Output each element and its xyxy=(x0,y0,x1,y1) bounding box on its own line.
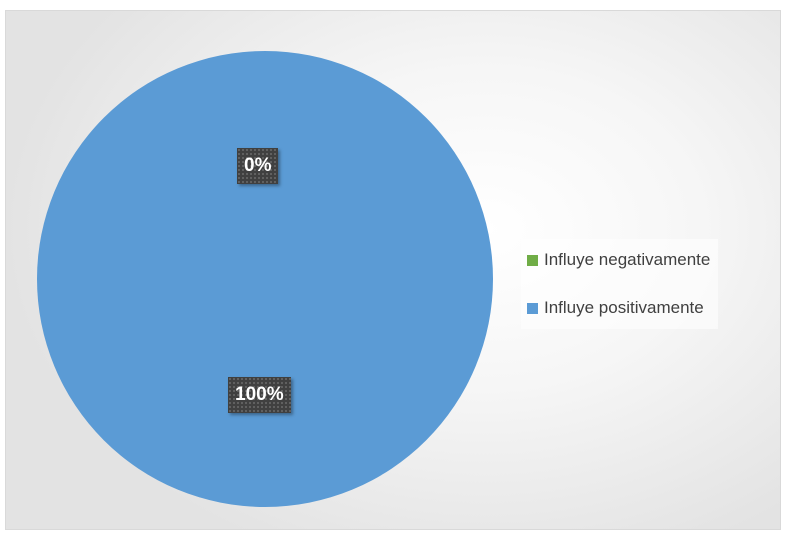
legend-swatch-negative xyxy=(527,254,538,266)
legend: Influye negativamente Influye positivame… xyxy=(521,239,719,329)
legend-swatch-positive xyxy=(527,302,538,314)
legend-item-negative: Influye negativamente xyxy=(527,247,710,273)
chart-area: 0% 100% Influye negativamente Influye po… xyxy=(5,10,781,530)
data-label-negative: 0% xyxy=(237,148,279,184)
pie-chart xyxy=(37,51,493,507)
legend-label-positive: Influye positivamente xyxy=(544,298,704,317)
pie-slice-positive xyxy=(37,51,493,507)
pie-slices xyxy=(37,51,493,507)
data-label-positive: 100% xyxy=(228,377,291,413)
legend-item-positive: Influye positivamente xyxy=(527,295,710,321)
legend-label-negative: Influye negativamente xyxy=(544,250,711,269)
